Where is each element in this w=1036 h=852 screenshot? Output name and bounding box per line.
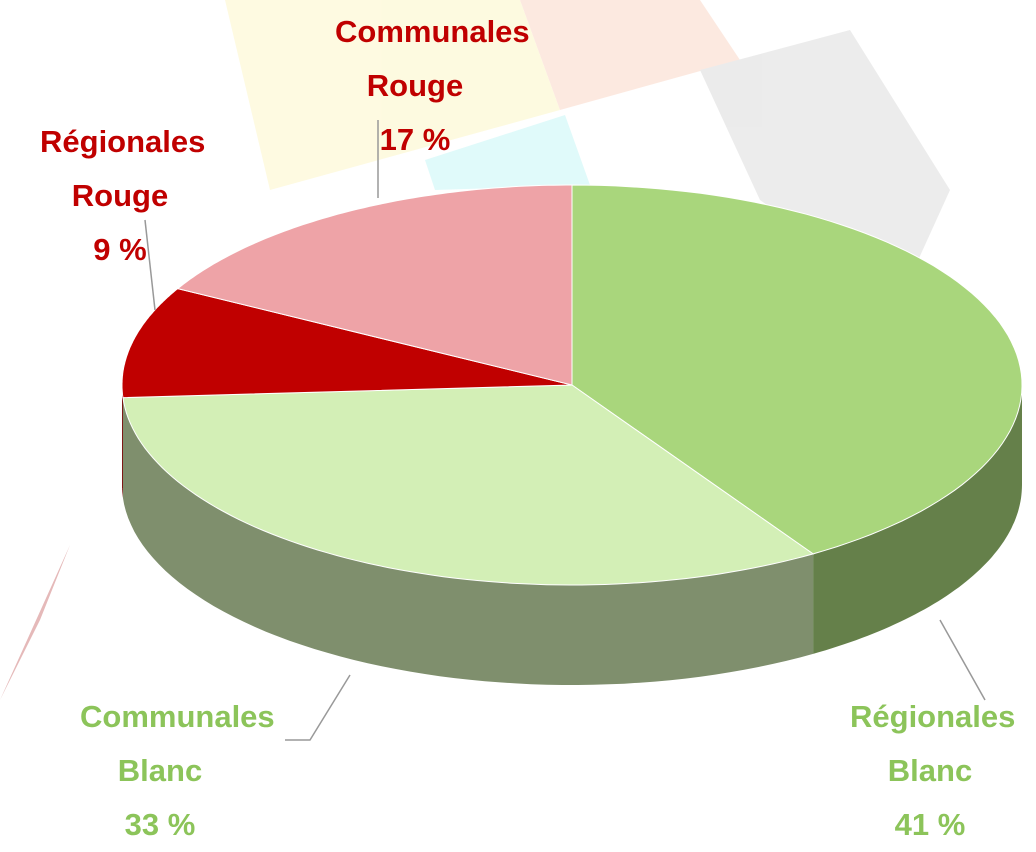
leader-lines (144, 120, 986, 741)
slice-name: Communales Blanc (80, 699, 275, 788)
data-label: Régionales Rouge 9 % (0, 115, 240, 277)
slice (571, 184, 1023, 555)
slice-name: Régionales Rouge (40, 124, 206, 213)
watermark (0, 0, 950, 700)
slice-value: 33 % (124, 807, 196, 842)
pie (121, 184, 1023, 685)
data-label: Communales Rouge 17 % (295, 5, 535, 167)
slice-side (122, 385, 123, 498)
slice-side (122, 397, 814, 685)
slice-name: Régionales Blanc (850, 699, 1016, 788)
data-label: Régionales Blanc 41 % (810, 690, 1036, 852)
slice (176, 184, 573, 386)
slice-value: 9 % (93, 232, 147, 267)
slice (121, 288, 573, 399)
slice-value: 17 % (379, 122, 451, 157)
slice (122, 384, 815, 586)
slice-value: 41 % (894, 807, 966, 842)
slice-side (813, 385, 1022, 654)
slice-name: Communales Rouge (335, 14, 530, 103)
data-label: Communales Blanc 33 % (40, 690, 280, 852)
